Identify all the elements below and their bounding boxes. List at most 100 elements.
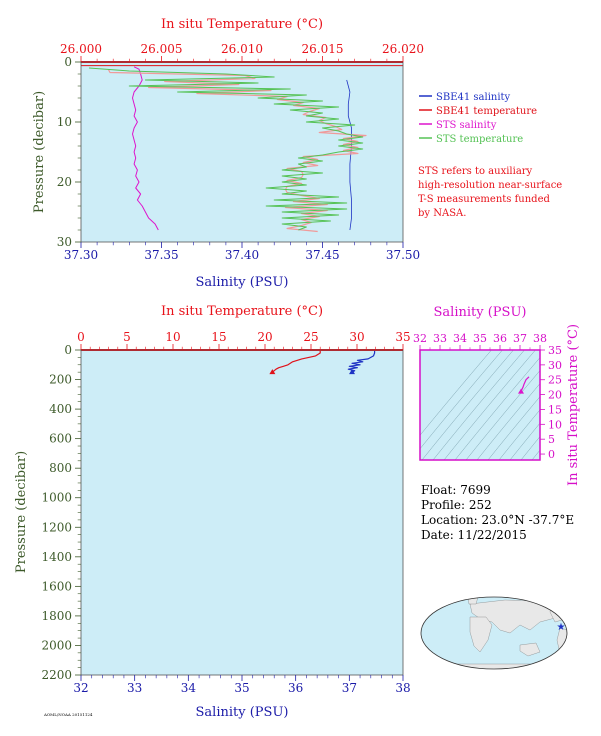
ts-curve [518,376,530,394]
legend-label-sbe41-salinity: SBE41 salinity [436,92,511,103]
top-temp-tick-label-1: 26.005 [141,42,183,56]
ts-sal-tick-label-5: 37 [513,332,527,345]
ts-density-contour-11 [520,436,540,460]
bot-temp-tick-label-1: 5 [123,330,131,344]
ts-temp-tick-label-3: 15 [548,403,562,416]
top-p-tick-label-3: 30 [57,235,72,249]
bot-p-tick-label-3: 600 [49,432,72,446]
float-info: Float: 7699 Profile: 252 Location: 23.0°… [421,483,574,542]
ts-temperature-axis-label: In situ Temperature (°C) [566,324,581,486]
location: Location: 23.0°N -37.7°E [421,513,574,527]
land-australia [519,642,541,657]
ts-density-contour-9 [498,409,540,460]
bot-p-tick-label-0: 0 [64,343,72,357]
ts-marker [518,388,524,394]
ts-temp-tick-label-2: 10 [548,418,562,431]
bot-p-tick-label-9: 1800 [41,609,72,623]
ts-density-contour-10 [509,422,540,460]
top-sal-tick-label-4: 37.50 [386,248,420,262]
top-p-tick-label-2: 20 [57,175,72,189]
bot-p-tick-label-2: 400 [49,402,72,416]
ts-sal-tick-label-6: 38 [533,332,547,345]
bot-temp-tick-label-6: 30 [349,330,364,344]
bot-sal-tick-label-6: 38 [395,681,410,695]
bot-temp-tick-label-4: 20 [257,330,272,344]
bot-sal-tick-label-3: 35 [234,681,249,695]
top-sal-tick-label-2: 37.40 [225,248,259,262]
top-line-sts-temperature [88,67,364,231]
float-id: Float: 7699 [421,483,491,497]
ts-line [520,376,530,392]
note-line-4: by NASA. [418,208,466,219]
note-line-2: high-resolution near-surface [418,180,562,191]
ts-temp-tick-label-0: 0 [548,448,555,461]
top-temp-tick-label-2: 26.010 [221,42,263,56]
top-plot-ticks: 26.000 26.005 26.010 26.015 26.020 37.30 37.35… [57,42,424,262]
bot-temp-tick-label-7: 35 [395,330,410,344]
sts-note: STS refers to auxiliary high-resolution … [418,166,562,219]
top-salinity-axis-label: Salinity (PSU) [196,275,289,290]
bottom-line-sbe41-temperature [272,350,321,373]
bot-p-tick-label-7: 1400 [41,550,72,564]
land-africa [469,616,493,653]
bot-sal-tick-label-0: 32 [73,681,88,695]
bottom-salinity-axis-label: Salinity (PSU) [196,705,289,720]
legend-label-sts-salinity: STS salinity [436,120,497,131]
ts-sal-tick-label-2: 34 [453,332,467,345]
top-profile-chart: 26.000 26.005 26.010 26.015 26.020 37.30 37.35… [32,17,424,290]
top-temperature-axis-label: In situ Temperature (°C) [161,17,323,32]
bot-p-tick-label-10: 2000 [41,638,72,652]
ts-density-contour-7 [476,383,540,460]
bot-sal-tick-label-4: 36 [288,681,303,695]
note-line-1: STS refers to auxiliary [418,166,533,177]
ts-sal-tick-label-4: 36 [493,332,507,345]
bottom-marker-sbe41-temperature [269,369,276,375]
ts-sal-tick-label-3: 35 [473,332,487,345]
footer-code: AOML/NOAA 20151124 [43,712,93,717]
top-sal-tick-label-3: 37.45 [305,248,339,262]
date: Date: 11/22/2015 [421,528,527,542]
top-temp-tick-label-3: 26.015 [302,42,344,56]
top-sal-tick-label-0: 37.30 [64,248,98,262]
bot-temp-tick-label-2: 10 [165,330,180,344]
bot-p-tick-label-11: 2200 [41,668,72,682]
float-location-marker-icon: ★ [557,622,566,633]
top-plot-area [81,62,403,242]
legend-label-sts-temperature: STS temperature [436,134,523,145]
ts-density-contour-8 [487,396,540,460]
top-p-tick-label-0: 0 [64,55,72,69]
ts-temp-tick-label-5: 25 [548,374,562,387]
bot-p-tick-label-5: 1000 [41,491,72,505]
profile-number: Profile: 252 [421,498,492,512]
bot-temp-tick-label-0: 0 [77,330,85,344]
top-plot-series [81,65,403,233]
ts-sal-tick-label-0: 32 [413,332,427,345]
ts-temp-tick-label-7: 35 [548,344,562,357]
legend: SBE41 salinity SBE41 temperature STS sal… [419,92,537,145]
ts-temp-tick-label-6: 30 [548,359,562,372]
bot-p-tick-label-6: 1200 [41,520,72,534]
bottom-pressure-axis-label: Pressure (decibar) [14,451,29,573]
top-temp-tick-label-0: 26.000 [60,42,102,56]
bot-temp-tick-label-3: 15 [211,330,226,344]
bottom-plot-ticks: 0 5 10 15 20 25 30 35 32 33 34 35 36 37 38 0 200 400 600 80… [41,330,410,695]
ts-density-contour-3 [432,350,525,460]
top-pressure-axis-label: Pressure (decibar) [32,91,47,213]
bot-p-tick-label-4: 800 [49,461,72,475]
bottom-plot-series [269,350,376,375]
bot-sal-tick-label-1: 33 [127,681,142,695]
ts-density-contours [420,350,540,460]
bot-sal-tick-label-2: 34 [181,681,197,695]
note-line-3: T-S measurements funded [418,194,550,205]
top-p-tick-label-1: 10 [57,115,72,129]
bot-temp-tick-label-5: 25 [303,330,318,344]
bottom-line-sbe41-salinity [347,350,376,373]
ts-temp-tick-label-4: 20 [548,389,562,402]
map-outline [420,596,568,670]
bot-p-tick-label-1: 200 [49,373,72,387]
ts-density-contour-5 [454,357,540,460]
land-antarctica [429,663,561,669]
bot-p-tick-label-8: 1600 [41,579,72,593]
ts-density-contour-0 [420,350,492,436]
